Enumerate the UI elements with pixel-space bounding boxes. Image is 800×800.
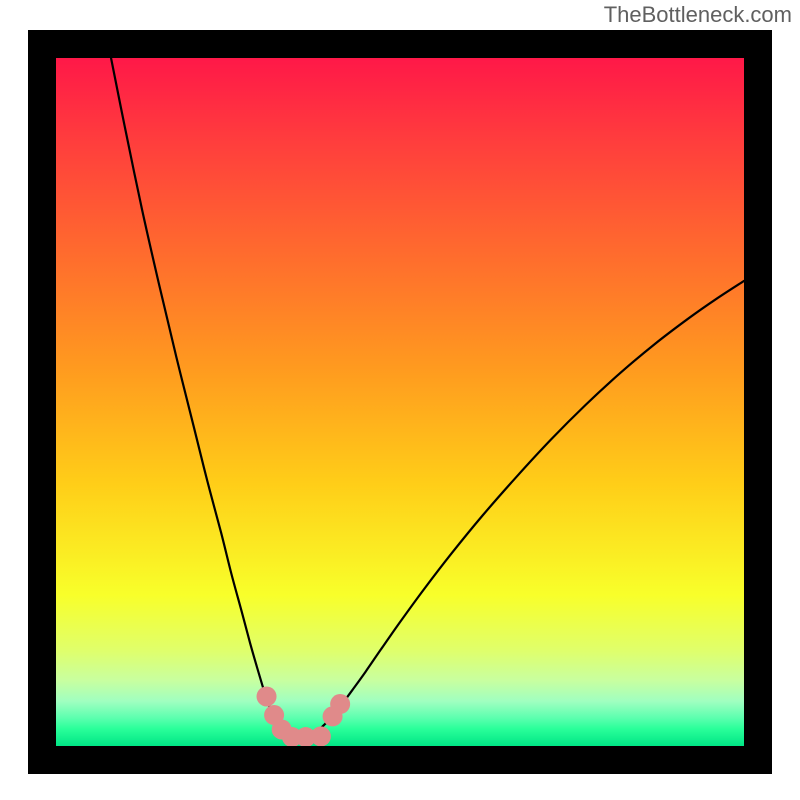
plot-border bbox=[28, 30, 772, 774]
curve-marker bbox=[330, 694, 350, 714]
chart-frame: TheBottleneck.com bbox=[0, 0, 800, 800]
curve-marker bbox=[257, 686, 277, 706]
plot-svg bbox=[56, 58, 744, 746]
curve-marker bbox=[311, 726, 331, 746]
watermark-text: TheBottleneck.com bbox=[604, 2, 792, 28]
plot-area bbox=[28, 30, 772, 774]
gradient-background bbox=[56, 58, 744, 746]
